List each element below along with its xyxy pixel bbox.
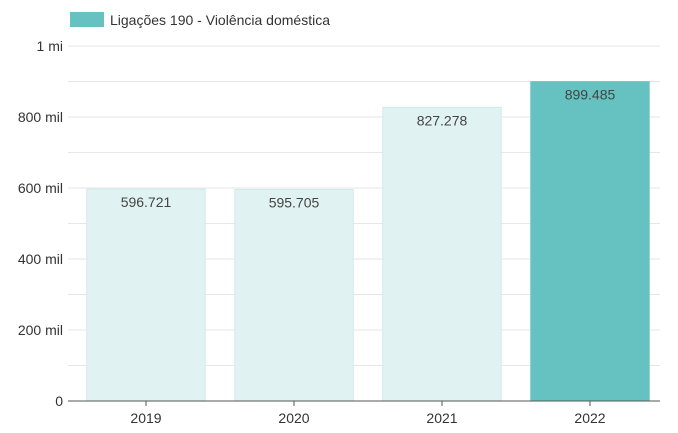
y-tick-label: 800 mil: [18, 109, 63, 125]
legend-swatch: [70, 12, 104, 27]
legend-label: Ligações 190 - Violência doméstica: [110, 12, 330, 28]
x-tick-label: 2020: [278, 410, 309, 426]
y-tick-label: 200 mil: [18, 322, 63, 338]
bar-2020: [234, 189, 354, 402]
x-tick-label: 2022: [574, 410, 605, 426]
x-tick-label: 2019: [130, 410, 161, 426]
bars: 596.721 595.705 827.278 899.485: [86, 81, 650, 402]
bar-2019: [86, 188, 206, 402]
bar-value-label: 595.705: [269, 195, 320, 211]
x-axis-labels: 2019 2020 2021 2022: [130, 401, 606, 426]
y-tick-label: 0: [55, 393, 63, 409]
legend: Ligações 190 - Violência doméstica: [70, 12, 330, 28]
bar-2021: [382, 106, 502, 402]
bar-value-label: 827.278: [417, 112, 468, 128]
bar-value-label: 899.485: [565, 87, 616, 103]
x-tick-label: 2021: [426, 410, 457, 426]
bar-value-label: 596.721: [121, 194, 172, 210]
bar-2022: [530, 81, 650, 402]
y-tick-label: 1 mi: [37, 38, 63, 54]
y-tick-label: 400 mil: [18, 251, 63, 267]
y-tick-label: 600 mil: [18, 180, 63, 196]
y-axis-labels: 0 200 mil 400 mil 600 mil 800 mil 1 mi: [18, 38, 63, 409]
